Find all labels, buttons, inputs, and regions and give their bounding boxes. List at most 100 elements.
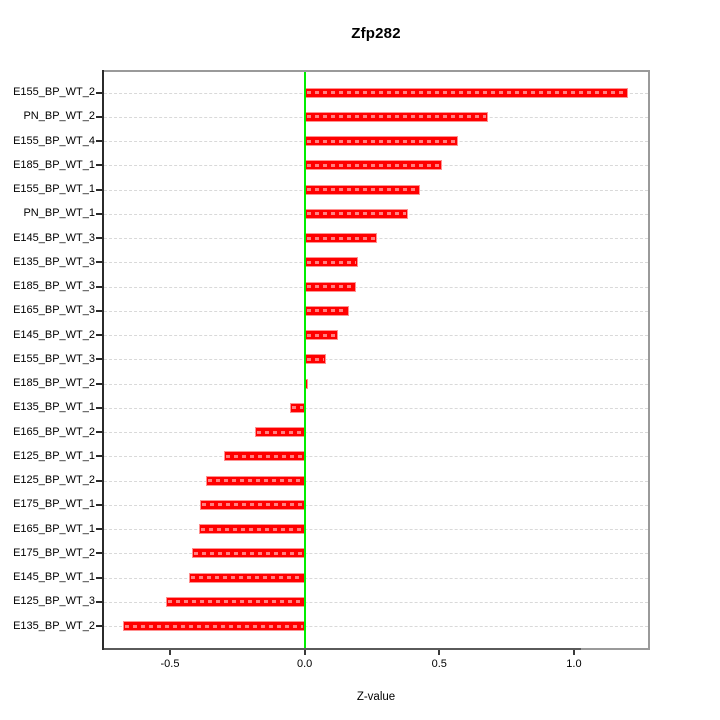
y-label-E185_BP_WT_1: E185_BP_WT_1 [13,158,95,171]
gridline [104,504,648,506]
y-label-E165_BP_WT_3: E165_BP_WT_3 [13,304,95,317]
x-tick-label: 0.0 [296,658,313,670]
y-tick [96,528,103,530]
y-label-E135_BP_WT_2: E135_BP_WT_2 [13,619,95,632]
y-label-E175_BP_WT_2: E175_BP_WT_2 [13,546,95,559]
bar-E155_BP_WT_1 [304,184,421,195]
x-tick [303,648,306,655]
gridline [104,626,648,627]
y-label-E155_BP_WT_1: E155_BP_WT_1 [13,183,95,195]
bar-E155_BP_WT_3 [304,354,327,365]
y-label-E135_BP_WT_3: E135_BP_WT_3 [13,255,95,268]
bar-E135_BP_WT_1 [289,402,305,413]
x-tick [572,648,575,655]
y-tick [96,406,103,409]
y-tick [96,285,103,288]
y-label-PN_BP_WT_1: PN_BP_WT_1 [23,207,95,220]
y-tick [96,358,103,361]
gridline [104,480,648,482]
gridline [104,601,648,603]
y-tick [96,455,103,458]
bar-E145_BP_WT_3 [304,233,378,243]
gridline [104,359,648,361]
y-tick [96,431,103,433]
gridline [104,456,648,458]
y-label-E145_BP_WT_2: E145_BP_WT_2 [13,328,95,341]
bar-PN_BP_WT_2 [304,111,488,122]
bar-E165_BP_WT_3 [304,305,350,316]
y-tick [96,552,103,555]
gridline [104,286,648,288]
bar-E175_BP_WT_1 [199,499,305,510]
gridline [104,577,648,579]
bar-E175_BP_WT_2 [191,548,305,559]
bar-E185_BP_WT_1 [304,160,442,171]
y-label-PN_BP_WT_2: PN_BP_WT_2 [23,110,95,123]
y-tick [96,600,103,603]
y-label-E185_BP_WT_3: E185_BP_WT_3 [13,280,95,292]
x-axis-title: Z-value [356,691,396,703]
y-axis-line [102,70,104,650]
y-tick [96,576,103,579]
x-tick [168,648,171,655]
y-label-E145_BP_WT_1: E145_BP_WT_1 [13,571,95,583]
chart-title: Zfp282 [351,25,401,42]
y-tick [96,261,103,264]
gridline [104,383,648,385]
bar-PN_BP_WT_1 [304,208,409,219]
y-label-E155_BP_WT_2: E155_BP_WT_2 [13,86,95,98]
zero-line [303,72,306,648]
bar-E155_BP_WT_4 [304,136,459,146]
gridline [104,335,648,336]
gridline [104,262,648,264]
y-label-E165_BP_WT_2: E165_BP_WT_2 [13,425,95,438]
y-tick [96,212,103,215]
y-label-E155_BP_WT_3: E155_BP_WT_3 [13,352,95,365]
bar-E135_BP_WT_2 [122,621,305,631]
y-tick [96,164,103,167]
y-label-E125_BP_WT_2: E125_BP_WT_2 [13,474,95,486]
y-tick [96,237,103,239]
y-label-E155_BP_WT_4: E155_BP_WT_4 [13,134,95,147]
y-label-E125_BP_WT_3: E125_BP_WT_3 [13,595,95,608]
y-tick [96,188,103,191]
y-tick [96,140,103,142]
x-tick-label: 0.5 [431,658,447,670]
bar-E135_BP_WT_3 [304,257,359,268]
plot-area [102,70,650,650]
bar-E125_BP_WT_3 [165,596,305,607]
y-label-E125_BP_WT_1: E125_BP_WT_1 [13,449,95,462]
y-label-E145_BP_WT_3: E145_BP_WT_3 [13,231,95,244]
y-label-E135_BP_WT_1: E135_BP_WT_1 [13,401,95,414]
x-tick-label: 1.0 [566,658,582,670]
bar-E145_BP_WT_2 [304,330,339,340]
gridline [104,407,648,409]
y-tick [96,503,103,506]
y-label-E185_BP_WT_2: E185_BP_WT_2 [13,377,95,389]
y-tick [96,115,103,118]
bar-E155_BP_WT_2 [304,87,628,98]
x-axis-line [104,648,581,650]
gridline [104,553,648,555]
plot-box-top-border [103,70,649,72]
y-tick [96,334,103,336]
bar-E165_BP_WT_1 [199,524,305,534]
x-tick [438,648,441,655]
x-tick-label: -0.5 [160,658,180,670]
gridline [104,529,648,530]
gridline [104,310,648,312]
bar-E145_BP_WT_1 [188,572,305,583]
y-label-E175_BP_WT_1: E175_BP_WT_1 [13,498,95,511]
bar-E185_BP_WT_3 [304,281,356,292]
plot-box-right-border [648,70,650,650]
bar-E125_BP_WT_1 [223,451,305,462]
y-label-E165_BP_WT_1: E165_BP_WT_1 [13,522,95,535]
y-tick [96,382,103,385]
y-tick [96,91,103,94]
gridline [104,432,648,433]
y-tick [96,309,103,312]
y-tick [96,625,103,627]
bar-E125_BP_WT_2 [206,475,305,486]
bar-E165_BP_WT_2 [254,427,305,437]
